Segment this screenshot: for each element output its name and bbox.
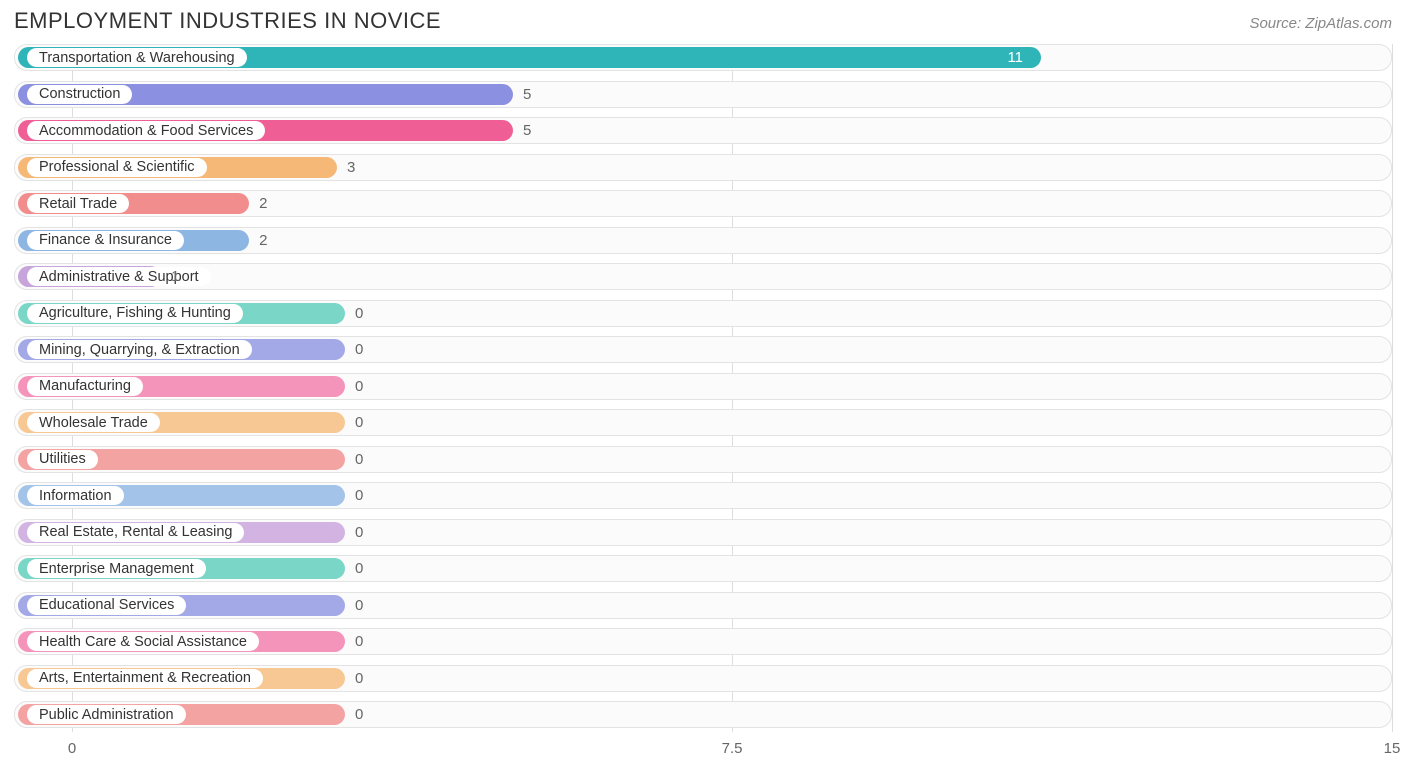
bar-row: Construction 5 <box>14 81 1392 108</box>
bar-value: 2 <box>259 228 267 253</box>
bar-label: Professional & Scientific <box>27 158 207 177</box>
x-axis-tick: 7.5 <box>722 740 743 757</box>
bar-label: Transportation & Warehousing <box>27 48 247 67</box>
bar-value: 0 <box>355 629 363 654</box>
chart-title: EMPLOYMENT INDUSTRIES IN NOVICE <box>14 8 441 34</box>
bar-value: 5 <box>523 118 531 143</box>
bar-label: Wholesale Trade <box>27 413 160 432</box>
bar-row: Utilities 0 <box>14 446 1392 473</box>
bar-value: 1 <box>171 264 179 289</box>
bar-label: Agriculture, Fishing & Hunting <box>27 304 243 323</box>
bar-label: Construction <box>27 85 132 104</box>
chart-area: Transportation & Warehousing 11 Constructi… <box>14 44 1392 760</box>
bar-row: Arts, Entertainment & Recreation 0 <box>14 665 1392 692</box>
bar-value: 0 <box>355 410 363 435</box>
bar-value: 0 <box>355 301 363 326</box>
bar-label: Enterprise Management <box>27 559 206 578</box>
bar-row: Accommodation & Food Services 5 <box>14 117 1392 144</box>
bar-row: Administrative & Support1 <box>14 263 1392 290</box>
bar-row: Retail Trade 2 <box>14 190 1392 217</box>
bar-value: 0 <box>355 520 363 545</box>
bar-label: Manufacturing <box>27 377 143 396</box>
chart-source: Source: ZipAtlas.com <box>1249 15 1392 32</box>
bar-label: Utilities <box>27 450 98 469</box>
x-axis: 07.515 <box>14 738 1392 760</box>
bar-row: Educational Services 0 <box>14 592 1392 619</box>
bar-row: Agriculture, Fishing & Hunting 0 <box>14 300 1392 327</box>
bar-row: Wholesale Trade 0 <box>14 409 1392 436</box>
bar-value: 0 <box>355 374 363 399</box>
bar-label: Real Estate, Rental & Leasing <box>27 523 244 542</box>
bar-label: Mining, Quarrying, & Extraction <box>27 340 252 359</box>
bar-value: 0 <box>355 702 363 727</box>
x-axis-tick: 15 <box>1384 740 1401 757</box>
bar-label: Finance & Insurance <box>27 231 184 250</box>
bar-row: Public Administration 0 <box>14 701 1392 728</box>
bar-label: Educational Services <box>27 596 186 615</box>
bar-row: Information 0 <box>14 482 1392 509</box>
bar-value: 0 <box>355 666 363 691</box>
bar-label: Public Administration <box>27 705 186 724</box>
bar-value: 0 <box>355 593 363 618</box>
bar-row: Manufacturing 0 <box>14 373 1392 400</box>
bar-row: Transportation & Warehousing 11 <box>14 44 1392 71</box>
chart-header: EMPLOYMENT INDUSTRIES IN NOVICE Source: … <box>14 8 1392 34</box>
x-axis-tick: 0 <box>68 740 76 757</box>
bar-value: 0 <box>355 483 363 508</box>
bars-container: Transportation & Warehousing 11 Constructi… <box>14 44 1392 728</box>
bar-value: 3 <box>347 155 355 180</box>
bar-value: 0 <box>355 556 363 581</box>
bar-label: Information <box>27 486 124 505</box>
bar-value: 11 <box>1007 45 1023 70</box>
bar-label: Retail Trade <box>27 194 129 213</box>
bar-value: 0 <box>355 447 363 472</box>
bar-row: Health Care & Social Assistance 0 <box>14 628 1392 655</box>
bar-label: Arts, Entertainment & Recreation <box>27 669 263 688</box>
bar-value: 2 <box>259 191 267 216</box>
bar-value: 5 <box>523 82 531 107</box>
bar-label: Accommodation & Food Services <box>27 121 265 140</box>
bar-row: Enterprise Management 0 <box>14 555 1392 582</box>
bar-label: Health Care & Social Assistance <box>27 632 259 651</box>
bar-value: 0 <box>355 337 363 362</box>
bar-row: Finance & Insurance 2 <box>14 227 1392 254</box>
gridline <box>1392 44 1393 732</box>
bar-label: Administrative & Support <box>27 267 211 286</box>
bar-row: Mining, Quarrying, & Extraction 0 <box>14 336 1392 363</box>
bar-row: Professional & Scientific 3 <box>14 154 1392 181</box>
bar-row: Real Estate, Rental & Leasing 0 <box>14 519 1392 546</box>
